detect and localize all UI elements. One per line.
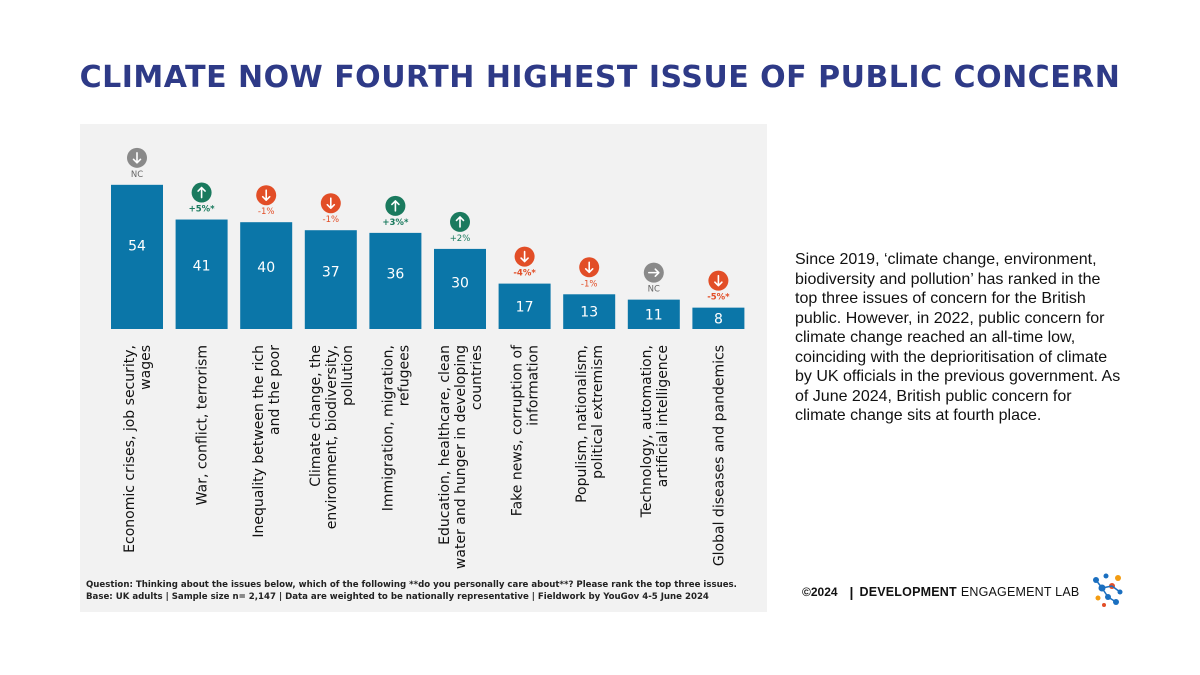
- bar: [563, 294, 616, 329]
- change-label: -1%: [258, 207, 275, 217]
- category-label: Economic crises, job security,wages: [122, 345, 154, 553]
- arrow-down-glyph: [326, 197, 336, 210]
- category-label: Climate change, theenvironment, biodiver…: [308, 345, 356, 529]
- arrow-down-glyph: [132, 152, 142, 164]
- arrow-right-glyph: [648, 268, 660, 277]
- bar-value-label: 13: [580, 305, 598, 321]
- bar: [111, 184, 163, 329]
- bar-value-label: 40: [257, 260, 275, 276]
- change-label: NC: [648, 285, 660, 295]
- bar: [304, 230, 357, 329]
- change-label: +5%*: [189, 205, 216, 215]
- category-label: Fake news, corruption ofinformation: [510, 344, 542, 516]
- chart-panel: 54 NC Economic crises, job security,wages 4…: [80, 124, 767, 612]
- category-label: Inequality between the richand the poor: [251, 345, 283, 538]
- category-label: Technology, automation,artificial intell…: [639, 345, 671, 518]
- arrow-up-glyph: [455, 216, 465, 228]
- bar-value-label: 37: [322, 265, 340, 281]
- bar-value-label: 30: [451, 276, 469, 292]
- change-label: +3%*: [382, 218, 409, 228]
- change-label: NC: [131, 170, 143, 180]
- category-label: Populism, nationalism,political extremis…: [574, 345, 606, 503]
- bar: [175, 219, 228, 329]
- page-title: CLIMATE NOW FOURTH HIGHEST ISSUE OF PUBL…: [79, 60, 1121, 95]
- change-label: -5%*: [707, 293, 730, 303]
- footer-separator: |: [849, 584, 854, 600]
- bar-value-label: 11: [645, 307, 663, 323]
- change-label: -4%*: [513, 269, 536, 279]
- bar: [434, 248, 486, 329]
- bar-value-label: 17: [516, 299, 534, 315]
- bar-value-label: 8: [714, 311, 723, 327]
- change-label: +2%: [450, 234, 471, 244]
- category-label: War, conflict, terrorism: [195, 345, 211, 505]
- arrow-down-glyph: [520, 250, 529, 263]
- bar-chart: 54 NC Economic crises, job security,wages 4…: [111, 147, 745, 569]
- brand-name-bold: DEVELOPMENT: [859, 585, 957, 599]
- category-label: Immigration, migration,refugees: [380, 345, 412, 511]
- chart-footnote: Question: Thinking about the issues belo…: [86, 580, 737, 602]
- bar: [240, 222, 293, 329]
- change-label: -1%: [581, 279, 598, 289]
- bar-value-label: 41: [193, 259, 211, 275]
- arrow-down-glyph: [261, 189, 271, 201]
- brand-name-light: ENGAGEMENT LAB: [960, 585, 1080, 599]
- category-label: Education, healthcare, cleanwater and hu…: [437, 345, 485, 569]
- bar: [369, 232, 422, 329]
- arrow-down-glyph: [584, 261, 594, 274]
- bar: [627, 299, 680, 329]
- bar-value-label: 36: [386, 266, 404, 282]
- arrow-up-glyph: [391, 200, 400, 212]
- bar: [498, 283, 551, 329]
- footer: ©2024 | DEVELOPMENT ENGAGEMENT LAB: [802, 580, 1079, 604]
- arrow-down-glyph: [714, 274, 723, 287]
- bar: [692, 307, 745, 329]
- summary-text: Since 2019, ‘climate change, environment…: [795, 251, 1121, 424]
- bar-value-label: 54: [128, 238, 146, 254]
- del-logo-icon: [1093, 573, 1123, 607]
- arrow-up-glyph: [197, 186, 206, 199]
- copyright: ©2024: [802, 585, 838, 599]
- change-label: -1%: [323, 215, 340, 225]
- category-label: Global diseases and pandemics: [711, 345, 727, 566]
